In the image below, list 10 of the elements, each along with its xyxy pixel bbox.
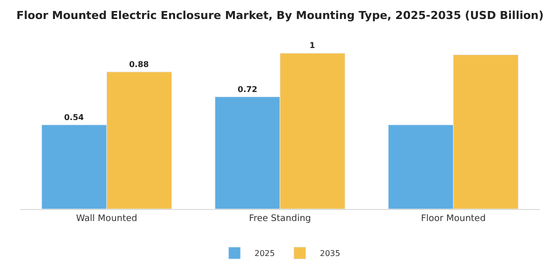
legend-label: 2025 (254, 249, 275, 258)
legend-label: 2035 (320, 249, 340, 258)
data-label: 0.88 (129, 60, 150, 69)
chart-title: Floor Mounted Electric Enclosure Market, By Mounting Type, 2025-2035 (USD Billion) (16, 8, 544, 22)
data-label: 0.72 (238, 84, 258, 94)
data-label: 1 (310, 41, 316, 50)
x-tick-label: Floor Mounted (420, 214, 486, 224)
x-tick-label: Free Standing (248, 214, 312, 224)
x-tick-label: Wall Mounted (76, 214, 138, 224)
data-label: 0.54 (64, 112, 84, 122)
